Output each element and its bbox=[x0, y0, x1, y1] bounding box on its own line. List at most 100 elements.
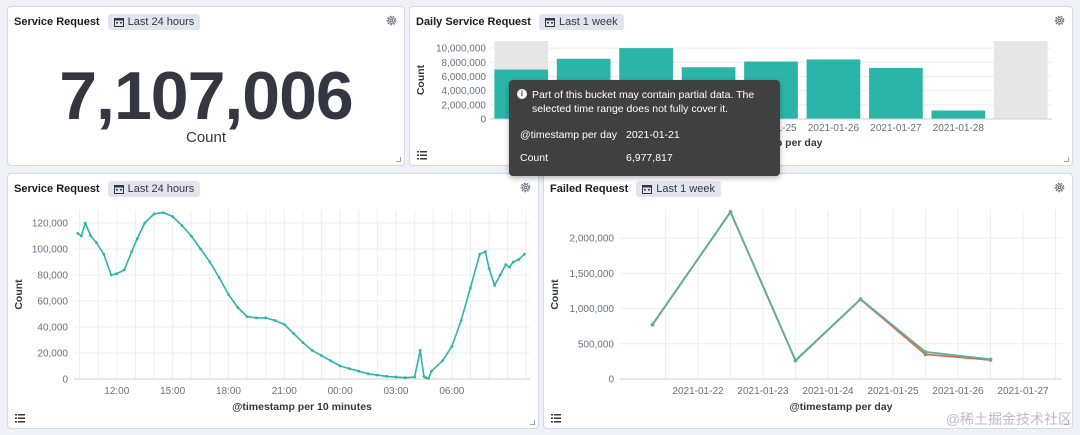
panel-title: Service Request bbox=[14, 183, 100, 195]
time-range-label: Last 24 hours bbox=[127, 183, 195, 195]
data-point bbox=[130, 250, 134, 253]
data-point bbox=[394, 375, 398, 379]
gear-icon[interactable] bbox=[516, 178, 534, 196]
y-tick-label: 4,000,000 bbox=[442, 86, 487, 97]
tooltip-row-count: Count 6,977,817 bbox=[520, 152, 673, 164]
data-point bbox=[255, 316, 258, 320]
data-point bbox=[115, 272, 119, 276]
data-point bbox=[171, 215, 175, 218]
x-tick-label: 03:00 bbox=[383, 386, 408, 397]
failed-request-line-chart: 2021-01-22 2021-01-23 2021-01-24 2021-01-25… bbox=[549, 209, 1062, 413]
bar bbox=[931, 110, 986, 119]
gear-icon[interactable] bbox=[382, 11, 400, 29]
calendar-icon bbox=[113, 18, 124, 27]
data-point bbox=[217, 276, 221, 279]
data-point bbox=[76, 232, 80, 235]
data-point bbox=[208, 260, 212, 264]
gear-icon[interactable] bbox=[1050, 11, 1068, 29]
x-tick-label: 18:00 bbox=[216, 386, 241, 397]
resize-handle[interactable] bbox=[1064, 157, 1069, 162]
data-point bbox=[329, 359, 333, 363]
data-point bbox=[366, 372, 370, 376]
x-tick-label: 00:00 bbox=[328, 386, 353, 397]
series-line bbox=[77, 211, 525, 380]
data-point bbox=[180, 224, 184, 227]
data-point bbox=[487, 267, 491, 270]
legend-toggle-icon[interactable] bbox=[14, 412, 26, 424]
data-point bbox=[429, 369, 433, 373]
data-point bbox=[403, 376, 407, 380]
time-range-badge[interactable]: Last 24 hours bbox=[107, 14, 201, 30]
metric-value: 7,107,006 bbox=[59, 58, 354, 134]
y-tick-label: 20,000 bbox=[37, 349, 68, 360]
data-point bbox=[498, 273, 502, 277]
x-tick-label: 2021-01-24 bbox=[802, 386, 854, 397]
gear-icon[interactable] bbox=[1050, 178, 1068, 196]
data-point bbox=[189, 234, 193, 238]
x-tick-label: 2021-01-26 bbox=[932, 386, 984, 397]
x-tick-label: 2021-01-28 bbox=[933, 123, 985, 134]
data-point bbox=[199, 247, 202, 251]
data-point bbox=[80, 234, 83, 238]
service-request-line-chart: 120,000 100,000 80,000 60,000 40,000 20,000 0 1… bbox=[13, 210, 530, 413]
y-tick-label: 0 bbox=[480, 115, 486, 126]
data-point bbox=[143, 221, 147, 225]
resize-handle[interactable] bbox=[530, 420, 535, 425]
panel-title: Daily Service Request bbox=[416, 16, 531, 28]
data-point bbox=[236, 306, 240, 309]
calendar-icon bbox=[544, 18, 555, 27]
data-point bbox=[102, 252, 106, 256]
resize-handle[interactable] bbox=[396, 157, 401, 162]
time-range-badge[interactable]: Last 1 week bbox=[538, 14, 624, 30]
data-point bbox=[511, 260, 515, 264]
data-point bbox=[923, 352, 928, 357]
panel-header: Service Request Last 24 hours bbox=[14, 180, 201, 198]
series-line bbox=[651, 210, 991, 362]
y-tick-label: 6,000,000 bbox=[442, 72, 487, 83]
partial-bucket-bg bbox=[993, 41, 1048, 119]
y-tick-label: 0 bbox=[608, 375, 614, 386]
y-tick-label: 40,000 bbox=[37, 323, 68, 334]
data-point bbox=[282, 323, 286, 326]
tooltip-key: @timestamp per day bbox=[520, 129, 618, 141]
data-point bbox=[320, 354, 323, 357]
data-point bbox=[109, 273, 113, 277]
tooltip-key: Count bbox=[520, 152, 549, 164]
data-point bbox=[793, 358, 798, 363]
y-tick-label: 2,000,000 bbox=[442, 100, 487, 111]
data-point bbox=[858, 297, 863, 301]
legend-toggle-icon[interactable] bbox=[550, 412, 562, 424]
data-point bbox=[357, 369, 361, 373]
x-tick-label: 2021-01-26 bbox=[808, 123, 860, 134]
data-point bbox=[375, 373, 379, 377]
data-point bbox=[89, 234, 93, 238]
legend-toggle-icon[interactable] bbox=[416, 149, 428, 161]
data-point bbox=[427, 376, 430, 380]
partial-data-message: Part of this bucket may contain partial … bbox=[532, 89, 755, 115]
y-tick-label: 80,000 bbox=[37, 271, 68, 282]
time-range-badge[interactable]: Last 24 hours bbox=[107, 181, 201, 197]
data-point bbox=[424, 376, 428, 380]
partial-data-warning: i Part of this bucket may contain partia… bbox=[517, 88, 764, 116]
y-axis-label: Count bbox=[415, 64, 427, 95]
x-tick-label: 2021-01-22 bbox=[672, 386, 724, 397]
time-range-badge[interactable]: Last 1 week bbox=[636, 181, 721, 197]
data-point bbox=[292, 332, 296, 335]
data-point bbox=[135, 237, 139, 240]
data-point bbox=[478, 252, 482, 256]
panel-header: Daily Service Request Last 1 week bbox=[416, 13, 624, 31]
x-axis-label: @timestamp per 10 minutes bbox=[232, 401, 372, 413]
time-range-label: Last 1 week bbox=[656, 183, 715, 195]
y-tick-label: 1,500,000 bbox=[570, 269, 615, 280]
x-tick-label: 21:00 bbox=[272, 386, 297, 397]
data-point bbox=[245, 315, 249, 318]
x-tick-label: 15:00 bbox=[160, 386, 185, 397]
tooltip-value: 6,977,817 bbox=[626, 152, 673, 164]
data-point bbox=[450, 345, 454, 348]
panel-title: Failed Request bbox=[550, 183, 629, 195]
data-point bbox=[83, 221, 87, 225]
data-point bbox=[728, 209, 733, 214]
panel-failed-request: Failed Request Last 1 week 2021-01-22 202… bbox=[543, 173, 1073, 429]
data-point bbox=[441, 359, 444, 363]
resize-handle[interactable] bbox=[1064, 420, 1069, 425]
